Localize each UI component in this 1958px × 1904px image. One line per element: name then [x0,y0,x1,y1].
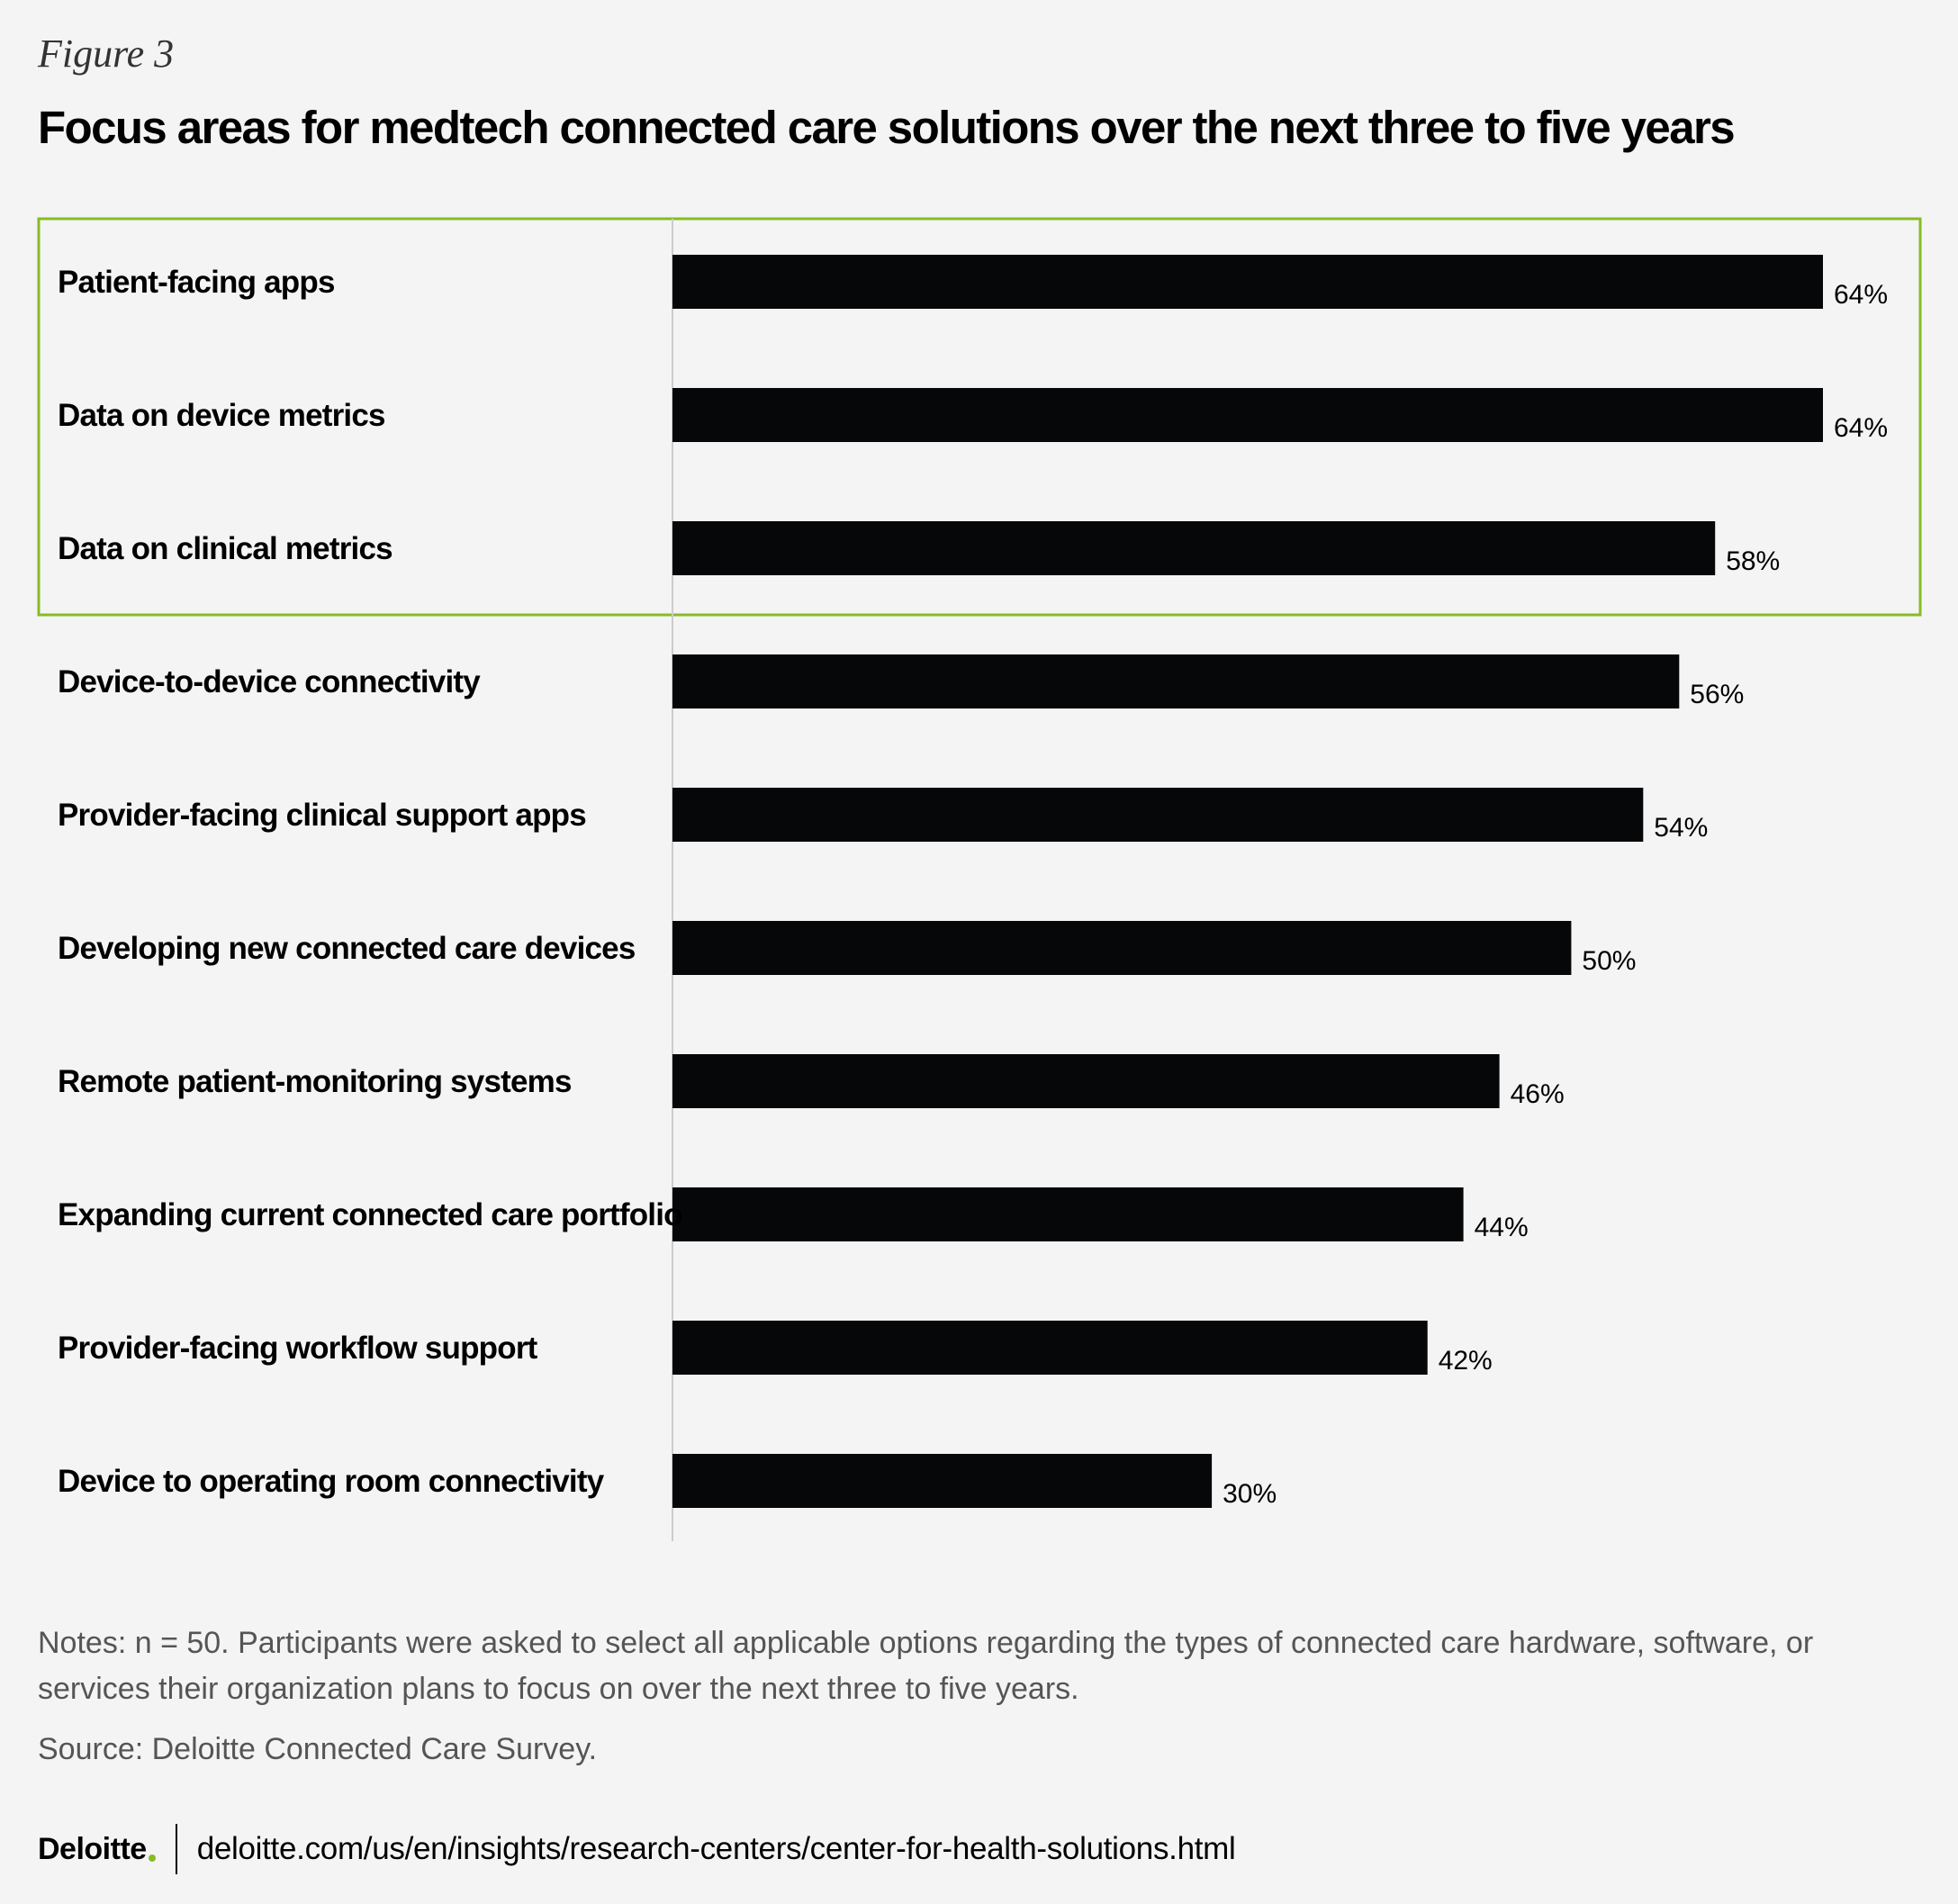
bar-6 [672,921,1572,975]
bar-9 [672,1321,1428,1375]
footer-divider [175,1824,177,1874]
category-label-8: Expanding current connected care portfol… [58,1197,682,1232]
value-label-3: 58% [1726,546,1780,576]
category-label-6: Developing new connected care devices [58,931,636,966]
bar-5 [672,788,1644,842]
value-label-1: 64% [1834,280,1888,310]
category-label-1: Patient-facing apps [58,265,335,300]
value-label-9: 42% [1439,1346,1493,1376]
bar-8 [672,1187,1464,1241]
brand-dot-icon [148,1854,156,1862]
bar-3 [672,521,1716,575]
chart-notes: Notes: n = 50. Participants were asked t… [38,1626,1814,1706]
category-label-10: Device to operating room connectivity [58,1464,605,1499]
bar-10 [672,1454,1213,1508]
bar-chart: Patient-facing apps Data on device metric… [37,217,1922,1541]
value-label-10: 30% [1223,1479,1277,1509]
category-label-2: Data on device metrics [58,398,385,433]
bar-4 [672,654,1680,708]
chart-title: Focus areas for medtech connected care s… [38,102,1736,153]
value-label-2: 64% [1834,413,1888,443]
bar-7 [672,1054,1500,1108]
figure-label: Figure 3 [38,32,175,76]
value-label-6: 50% [1582,946,1636,976]
category-label-4: Device-to-device connectivity [58,664,481,699]
highlight-box [37,217,1922,617]
category-label-9: Provider-facing workflow support [58,1331,538,1366]
bars-group [672,255,1823,1508]
deloitte-logo: Deloitte [38,1831,147,1866]
bar-2 [672,388,1823,442]
category-labels-group: Patient-facing apps Data on device metric… [58,265,683,1499]
category-label-3: Data on clinical metrics [58,531,393,566]
category-label-7: Remote patient-monitoring systems [58,1064,572,1099]
value-label-4: 56% [1690,680,1744,709]
value-label-8: 44% [1475,1213,1529,1242]
bar-1 [672,255,1823,309]
footer: Deloitte deloitte.com/us/en/insights/res… [38,1824,1236,1874]
category-label-5: Provider-facing clinical support apps [58,798,586,833]
footer-url-link[interactable]: deloitte.com/us/en/insights/research-cen… [196,1831,1236,1866]
value-label-5: 54% [1654,813,1708,843]
chart-source: Source: Deloitte Connected Care Survey. [38,1732,598,1766]
value-labels-group: 64% 64% 58% 56% 54% 50% 46% 44% 42% 30% [1223,280,1888,1509]
value-label-7: 46% [1511,1079,1565,1109]
